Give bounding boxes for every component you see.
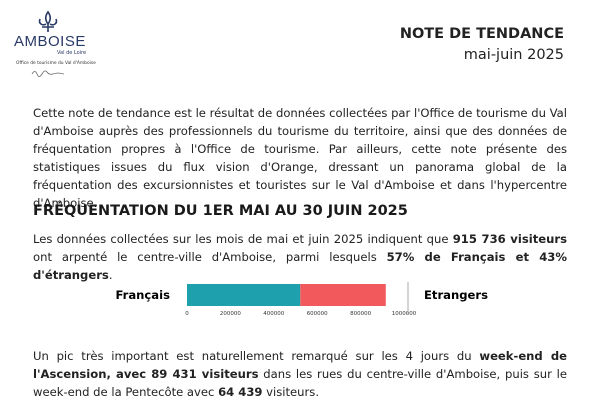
text-run: 915 736 visiteurs bbox=[452, 232, 567, 246]
x-tick-label: 1000000 bbox=[392, 311, 417, 317]
x-tick-label: 800000 bbox=[350, 311, 371, 317]
text-run: ont arpenté le centre-ville d'Amboise, p… bbox=[33, 250, 387, 264]
x-tick-label: 200000 bbox=[220, 311, 241, 317]
x-tick-label: 0 bbox=[185, 311, 189, 317]
text-run: 57% de Français et 43% d'étrangers bbox=[33, 250, 567, 282]
text-run: . bbox=[108, 268, 113, 282]
doc-period: mai-juin 2025 bbox=[463, 47, 564, 63]
logo-office: Office de tourisme du Val d'Amboise bbox=[16, 61, 96, 66]
section-title: FRÉQUENTATION DU 1ER MAI AU 30 JUIN 2025 bbox=[33, 203, 408, 219]
chart: 0 200000 400000 600000 800000 1000000 Français… bbox=[115, 282, 488, 317]
doc-title: NOTE DE TENDANCE bbox=[399, 26, 564, 42]
intro-paragraph: Cette note de tendance est le résultat d… bbox=[33, 104, 567, 212]
paragraph: Un pic très important est naturellement … bbox=[33, 347, 567, 401]
text-run: dans les rues du centre-ville d'Amboise,… bbox=[33, 367, 568, 399]
signature bbox=[31, 70, 65, 77]
text-run: Les données collectées sur les mois de m… bbox=[33, 232, 453, 246]
series-label: Français bbox=[115, 288, 170, 302]
bar-segment bbox=[187, 284, 301, 306]
series-label: Etrangers bbox=[424, 288, 488, 302]
paragraph: Les données collectées sur les mois de m… bbox=[33, 230, 567, 284]
text-run: Cette note de tendance est le résultat d… bbox=[33, 106, 567, 210]
bar-segment bbox=[300, 284, 386, 306]
text-run: 64 439 bbox=[218, 385, 263, 399]
text-run: week-end de l'Ascension, avec 89 431 vis… bbox=[33, 349, 567, 381]
text-run: visiteurs. bbox=[262, 385, 320, 399]
logo-icon bbox=[38, 10, 58, 32]
text-run: Un pic très important est naturellement … bbox=[33, 349, 480, 363]
x-tick-label: 600000 bbox=[307, 311, 328, 317]
logo-name: AMBOISE bbox=[14, 33, 86, 50]
logo-tagline: Val de Loire bbox=[57, 50, 87, 56]
x-tick-label: 400000 bbox=[263, 311, 284, 317]
